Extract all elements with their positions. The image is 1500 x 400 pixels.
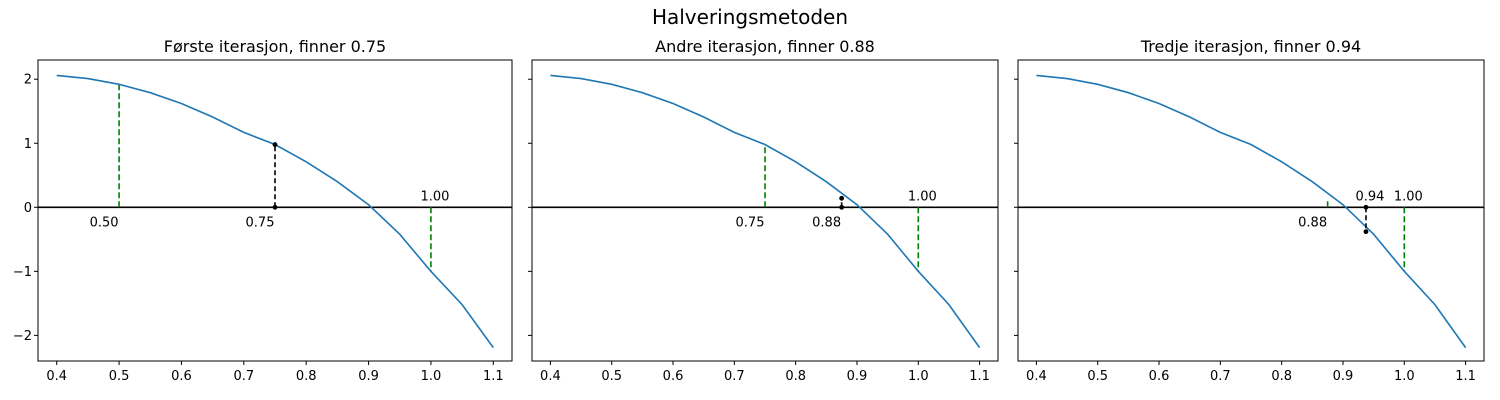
value-label: 1.00 [420, 189, 449, 204]
value-label: 0.50 [90, 215, 119, 230]
x-tick-label: 0.4 [46, 369, 67, 384]
midpoint-axis-dot [272, 204, 278, 210]
x-tick-label: 1.0 [421, 369, 442, 384]
value-label: 1.00 [1394, 189, 1423, 204]
plot-area [532, 74, 998, 349]
x-tick-label: 0.8 [785, 369, 806, 384]
panel-3: Tredje iterasjon, finner 0.94 0.4 0.5 0.6 0.… [1014, 37, 1485, 384]
midpoint-curve-dot [272, 142, 278, 147]
function-curve [1036, 74, 1467, 349]
y-tick-label: 1 [24, 137, 32, 152]
y-tick-label: −2 [13, 329, 32, 344]
x-tick-label: 0.9 [1333, 369, 1354, 384]
panel-frame [1017, 59, 1485, 362]
x-tick-label: 0.8 [296, 369, 317, 384]
x-tick-label: 0.5 [601, 369, 622, 384]
x-tick-label: 0.5 [1087, 369, 1108, 384]
value-label: 0.88 [1298, 215, 1327, 230]
function-curve [56, 74, 494, 349]
x-tick-label: 1.0 [908, 369, 929, 384]
x-tick-label: 0.9 [358, 369, 379, 384]
x-tick-label: 0.6 [171, 369, 192, 384]
x-tick-label: 0.7 [1210, 369, 1231, 384]
x-tick-label: 1.1 [483, 369, 504, 384]
x-tick-label: 0.9 [847, 369, 868, 384]
panel-frame [531, 59, 999, 362]
panel-1: Første iterasjon, finner 0.75 0.4 0.5 0.6 0.… [13, 37, 513, 384]
plot-area [38, 74, 512, 349]
midpoint-curve-dot [839, 195, 845, 201]
panels: Første iterasjon, finner 0.75 0.4 0.5 0.6 0.… [13, 37, 1485, 384]
figure-title: Halveringsmetoden [652, 5, 848, 29]
panel-2: Andre iterasjon, finner 0.88 0.4 0.5 0.6 0.7… [528, 37, 999, 384]
x-tick-label: 0.4 [1026, 369, 1047, 384]
x-tick-label: 0.7 [724, 369, 745, 384]
panel-title: Andre iterasjon, finner 0.88 [655, 37, 875, 56]
x-tick-label: 0.5 [109, 369, 130, 384]
panel-title: Første iterasjon, finner 0.75 [164, 37, 386, 56]
x-tick-label: 0.6 [663, 369, 684, 384]
x-tick-label: 1.1 [969, 369, 990, 384]
y-tick-label: 0 [24, 201, 32, 216]
value-label: 0.75 [736, 215, 765, 230]
midpoint-axis-dot [839, 204, 845, 210]
function-curve [550, 74, 981, 349]
value-label: 0.88 [812, 215, 841, 230]
x-tick-label: 1.0 [1394, 369, 1415, 384]
x-tick-label: 0.8 [1271, 369, 1292, 384]
panel-frame [37, 59, 513, 362]
panel-title: Tredje iterasjon, finner 0.94 [1140, 37, 1361, 56]
midpoint-axis-dot [1363, 204, 1369, 210]
plot-area [1018, 74, 1484, 349]
y-tick-label: −1 [13, 265, 32, 280]
x-tick-label: 0.6 [1149, 369, 1170, 384]
midpoint-curve-dot [1363, 229, 1369, 235]
x-tick-label: 0.4 [540, 369, 561, 384]
value-label: 0.75 [246, 215, 275, 230]
value-label: 0.94 [1355, 189, 1384, 204]
x-tick-label: 1.1 [1455, 369, 1476, 384]
value-label: 1.00 [908, 189, 937, 204]
y-tick-label: 2 [24, 73, 32, 88]
x-tick-label: 0.7 [233, 369, 254, 384]
